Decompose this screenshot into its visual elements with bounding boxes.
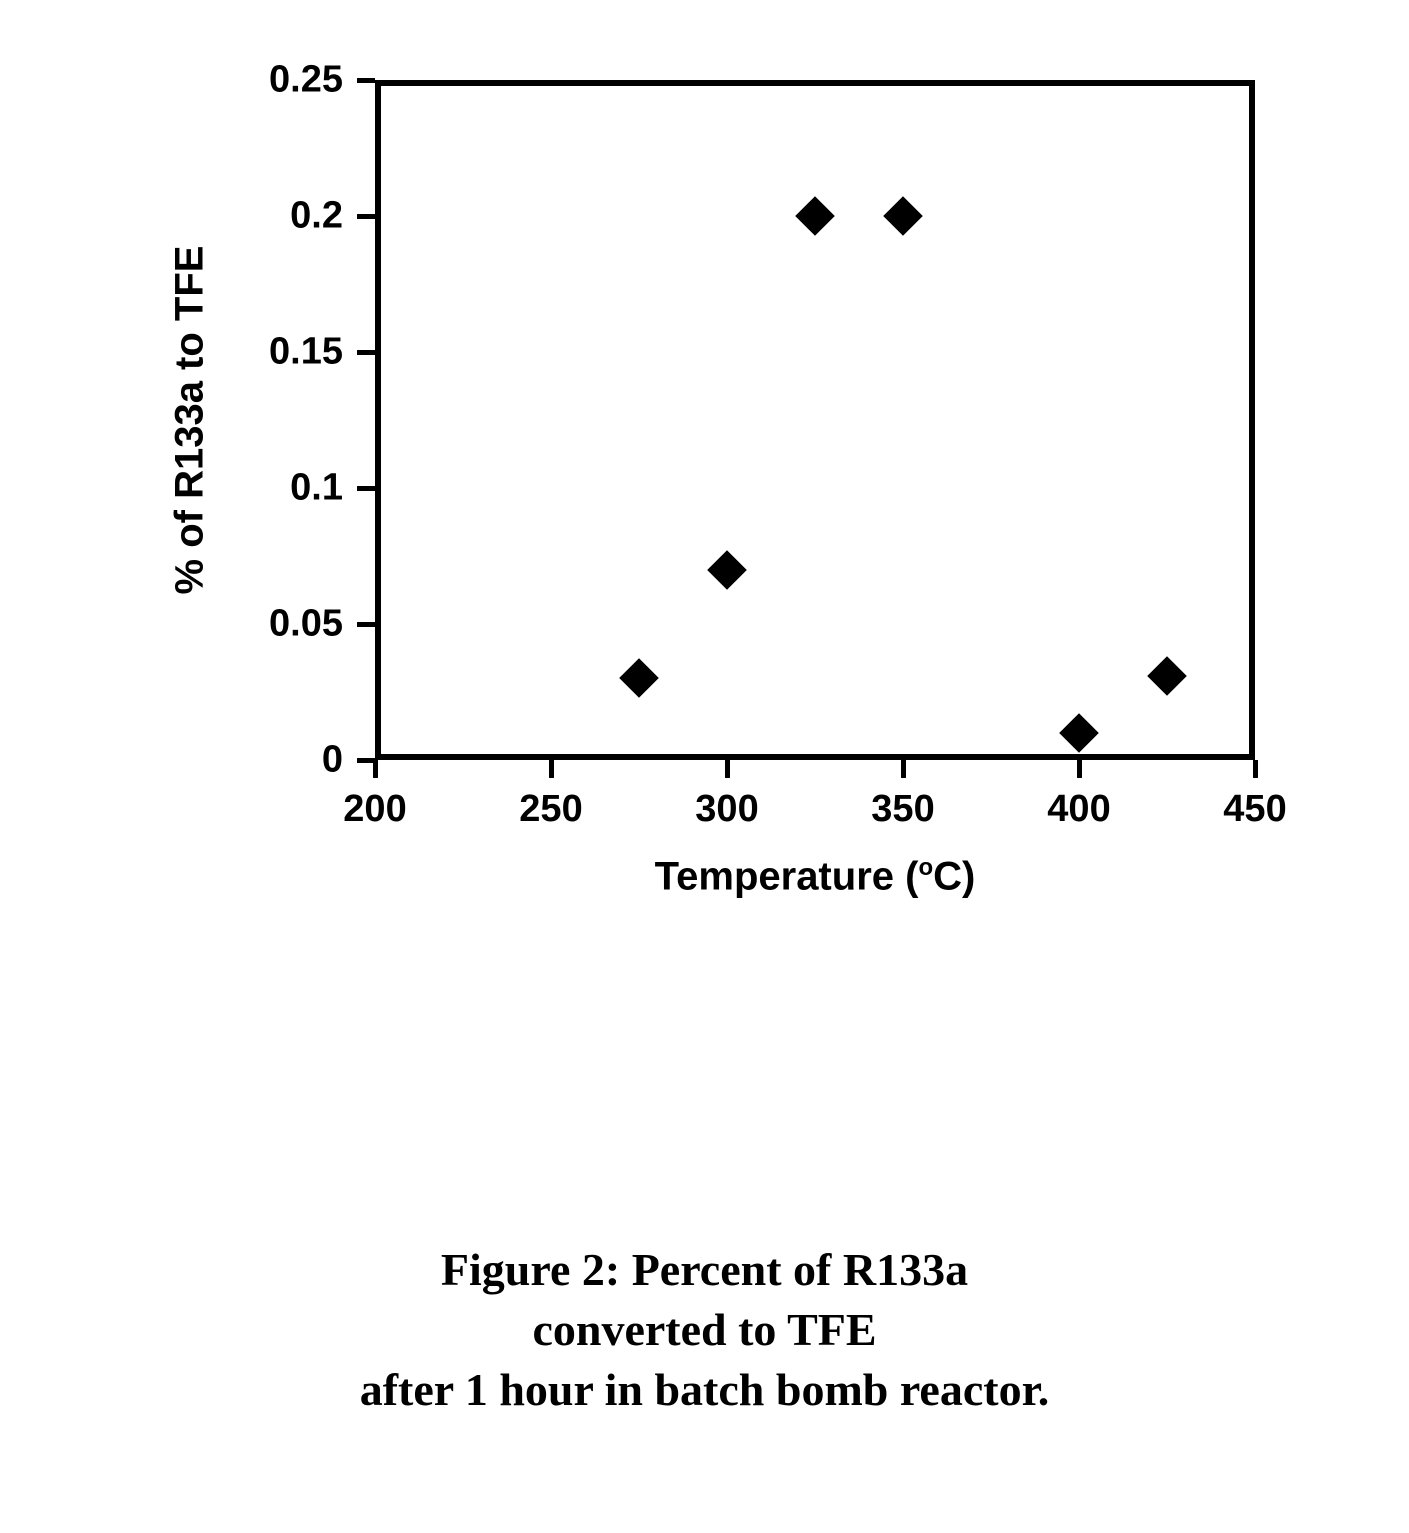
x-tick-label: 300: [695, 788, 758, 831]
figure-caption: Figure 2: Percent of R133a converted to …: [352, 1240, 1057, 1420]
y-tick-mark: [357, 214, 375, 219]
x-axis-label-text: Temperature (: [655, 854, 919, 898]
y-tick-label: 0: [322, 739, 343, 782]
x-tick-mark: [725, 760, 730, 778]
x-tick-label: 350: [871, 788, 934, 831]
y-tick-label: 0.2: [290, 195, 343, 238]
x-tick-label: 200: [343, 788, 406, 831]
y-tick-label: 0.05: [269, 603, 343, 646]
plot-area: [375, 80, 1255, 760]
y-tick-mark: [357, 78, 375, 83]
y-tick-label: 0.15: [269, 331, 343, 374]
y-tick-mark: [357, 350, 375, 355]
x-axis-label-degree: o: [918, 854, 933, 881]
x-tick-label: 400: [1047, 788, 1110, 831]
x-tick-label: 450: [1223, 788, 1286, 831]
x-tick-mark: [1253, 760, 1258, 778]
scatter-chart: % of R133a to TFE Temperature (oC) 0 0.05…: [100, 40, 1300, 940]
y-axis-label: % of R133a to TFE: [168, 246, 213, 595]
y-tick-mark: [357, 486, 375, 491]
x-tick-mark: [549, 760, 554, 778]
y-tick-mark: [357, 622, 375, 627]
y-tick-label: 0.1: [290, 467, 343, 510]
x-axis-label: Temperature (oC): [655, 854, 976, 899]
x-tick-mark: [901, 760, 906, 778]
x-tick-mark: [373, 760, 378, 778]
x-tick-mark: [1077, 760, 1082, 778]
y-tick-label: 0.25: [269, 59, 343, 102]
page-root: % of R133a to TFE Temperature (oC) 0 0.05…: [0, 0, 1409, 1533]
x-axis-label-unit: C): [933, 854, 975, 898]
x-tick-label: 250: [519, 788, 582, 831]
